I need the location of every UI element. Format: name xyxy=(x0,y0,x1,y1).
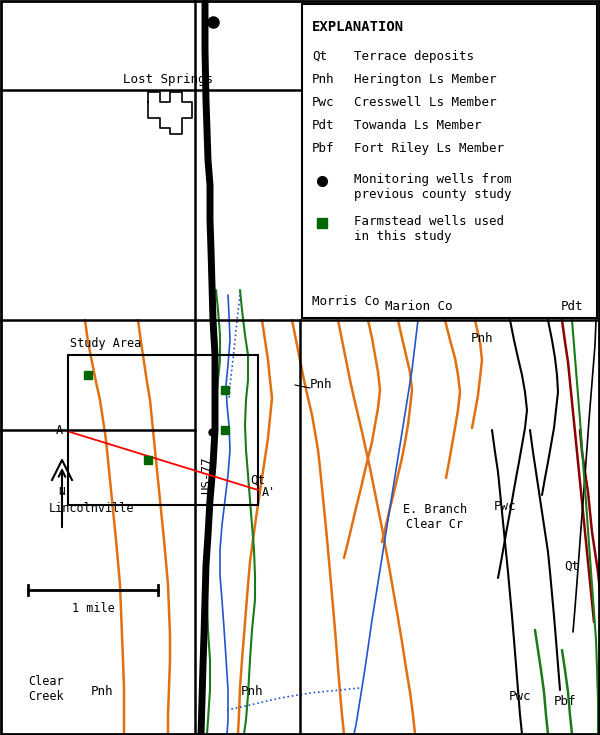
Text: Lost Springs: Lost Springs xyxy=(123,73,213,86)
Text: Fort Riley Ls Member: Fort Riley Ls Member xyxy=(354,142,504,155)
Text: Qt: Qt xyxy=(251,473,265,487)
Text: Pbf: Pbf xyxy=(312,142,335,155)
Text: Pnh: Pnh xyxy=(310,378,332,391)
Text: Pnh: Pnh xyxy=(91,685,113,698)
Text: Farmstead wells used
in this study: Farmstead wells used in this study xyxy=(354,215,504,243)
Text: Qt: Qt xyxy=(312,50,327,63)
Bar xyxy=(302,4,597,318)
Text: Towanda Ls Member: Towanda Ls Member xyxy=(354,119,482,132)
Text: Pnh: Pnh xyxy=(241,685,263,698)
Text: Pwc: Pwc xyxy=(312,96,335,109)
Text: A': A' xyxy=(262,486,276,498)
Text: Morris Co: Morris Co xyxy=(312,295,380,308)
Text: Pdt: Pdt xyxy=(312,119,335,132)
Text: Pwc: Pwc xyxy=(509,690,531,703)
Text: US-77: US-77 xyxy=(200,456,214,494)
Text: Pnh: Pnh xyxy=(312,73,335,86)
Bar xyxy=(68,355,258,505)
Text: Qt: Qt xyxy=(565,560,580,573)
Text: Clear
Creek: Clear Creek xyxy=(28,675,64,703)
Text: Pdt: Pdt xyxy=(561,300,583,313)
Text: Herington Ls Member: Herington Ls Member xyxy=(354,73,497,86)
Text: N: N xyxy=(59,487,65,497)
Text: Pnh: Pnh xyxy=(471,332,493,345)
Text: Marion Co: Marion Co xyxy=(385,300,452,313)
Text: A: A xyxy=(56,423,63,437)
Text: Monitoring wells from
previous county study: Monitoring wells from previous county st… xyxy=(354,173,511,201)
Text: Terrace deposits: Terrace deposits xyxy=(354,50,474,63)
Text: Pbf: Pbf xyxy=(554,695,576,708)
Text: E. Branch
Clear Cr: E. Branch Clear Cr xyxy=(403,503,467,531)
Text: Pwc: Pwc xyxy=(494,500,516,513)
Text: 1 mile: 1 mile xyxy=(71,602,115,615)
Text: EXPLANATION: EXPLANATION xyxy=(312,20,404,34)
Text: Lincolnville: Lincolnville xyxy=(49,502,135,515)
Text: Cresswell Ls Member: Cresswell Ls Member xyxy=(354,96,497,109)
Text: Study Area: Study Area xyxy=(70,337,141,350)
